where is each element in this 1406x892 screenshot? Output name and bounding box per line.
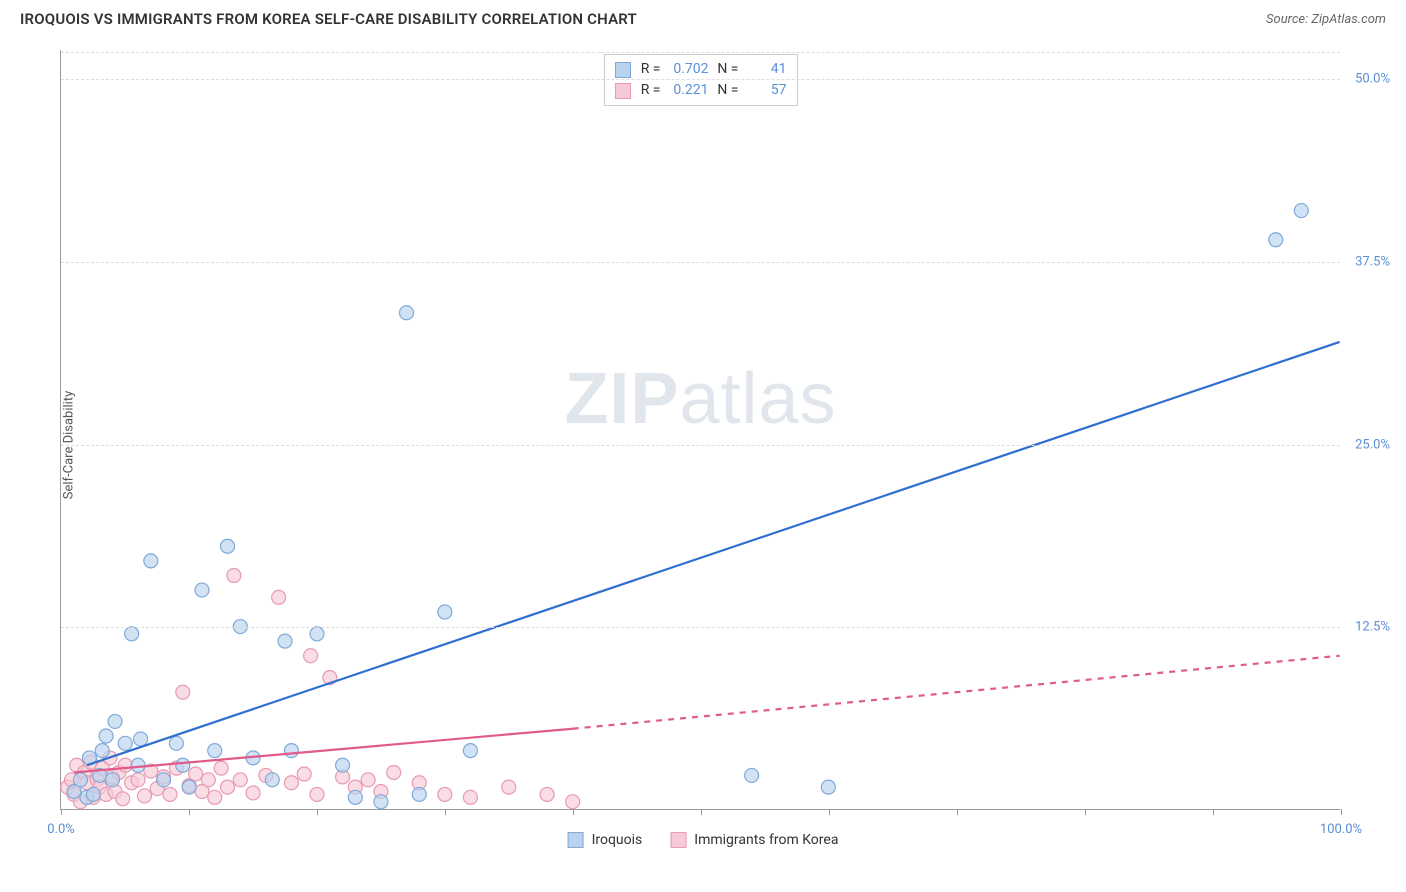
x-tick bbox=[1213, 809, 1214, 815]
series-1-name: Iroquois bbox=[592, 832, 643, 848]
scatter-point bbox=[208, 744, 222, 758]
x-tick bbox=[701, 809, 702, 815]
scatter-point bbox=[137, 789, 151, 803]
legend-item-2: Immigrants from Korea bbox=[670, 832, 838, 848]
scatter-point bbox=[1269, 233, 1283, 247]
scatter-point bbox=[233, 773, 247, 787]
scatter-point bbox=[163, 787, 177, 801]
scatter-point bbox=[284, 776, 298, 790]
x-tick bbox=[1341, 809, 1342, 815]
x-tick bbox=[317, 809, 318, 815]
scatter-point bbox=[195, 583, 209, 597]
scatter-point bbox=[131, 758, 145, 772]
scatter-point bbox=[821, 780, 835, 794]
scatter-point bbox=[108, 714, 122, 728]
scatter-point bbox=[131, 773, 145, 787]
scatter-point bbox=[99, 729, 113, 743]
trend-line bbox=[74, 729, 573, 773]
scatter-point bbox=[189, 767, 203, 781]
scatter-point bbox=[1294, 204, 1308, 218]
scatter-point bbox=[348, 790, 362, 804]
swatch-series-2-bottom bbox=[670, 832, 686, 848]
y-tick-label: 37.5% bbox=[1355, 254, 1390, 269]
x-tick-label: 0.0% bbox=[47, 822, 75, 837]
scatter-point bbox=[566, 795, 580, 809]
scatter-point bbox=[265, 773, 279, 787]
scatter-point bbox=[208, 790, 222, 804]
scatter-point bbox=[361, 773, 375, 787]
scatter-point bbox=[374, 795, 388, 809]
y-tick-label: 50.0% bbox=[1355, 72, 1390, 87]
scatter-point bbox=[387, 766, 401, 780]
scatter-point bbox=[214, 761, 228, 775]
scatter-point bbox=[272, 590, 286, 604]
scatter-point bbox=[134, 732, 148, 746]
gridline bbox=[61, 445, 1340, 446]
scatter-point bbox=[182, 780, 196, 794]
scatter-point bbox=[201, 773, 215, 787]
y-tick-label: 12.5% bbox=[1355, 620, 1390, 635]
scatter-point bbox=[463, 744, 477, 758]
x-tick bbox=[957, 809, 958, 815]
gridline bbox=[61, 52, 1340, 53]
scatter-point bbox=[304, 649, 318, 663]
chart-container: Self-Care Disability ZIPatlas R = 0.702 … bbox=[20, 40, 1386, 850]
swatch-series-1-bottom bbox=[568, 832, 584, 848]
scatter-point bbox=[297, 767, 311, 781]
scatter-point bbox=[502, 780, 516, 794]
x-tick bbox=[61, 809, 62, 815]
scatter-point bbox=[169, 736, 183, 750]
scatter-point bbox=[157, 773, 171, 787]
scatter-point bbox=[105, 773, 119, 787]
scatter-point bbox=[399, 306, 413, 320]
trend-line bbox=[87, 342, 1340, 765]
scatter-point bbox=[284, 744, 298, 758]
x-tick bbox=[829, 809, 830, 815]
scatter-point bbox=[118, 758, 132, 772]
scatter-point bbox=[310, 627, 324, 641]
scatter-point bbox=[438, 787, 452, 801]
scatter-point bbox=[86, 787, 100, 801]
x-tick bbox=[189, 809, 190, 815]
scatter-point bbox=[412, 787, 426, 801]
scatter-point bbox=[463, 790, 477, 804]
scatter-point bbox=[125, 627, 139, 641]
x-tick-label: 100.0% bbox=[1320, 822, 1362, 837]
scatter-point bbox=[116, 792, 130, 806]
scatter-point bbox=[278, 634, 292, 648]
x-tick bbox=[445, 809, 446, 815]
scatter-point bbox=[221, 780, 235, 794]
chart-title: IROQUOIS VS IMMIGRANTS FROM KOREA SELF-C… bbox=[20, 10, 637, 28]
scatter-point bbox=[118, 736, 132, 750]
scatter-point bbox=[336, 758, 350, 772]
x-tick bbox=[573, 809, 574, 815]
scatter-point bbox=[438, 605, 452, 619]
scatter-point bbox=[144, 554, 158, 568]
scatter-point bbox=[745, 768, 759, 782]
scatter-point bbox=[540, 787, 554, 801]
scatter-point bbox=[176, 758, 190, 772]
scatter-point bbox=[221, 539, 235, 553]
scatter-point bbox=[95, 744, 109, 758]
legend-item-1: Iroquois bbox=[568, 832, 643, 848]
scatter-point bbox=[227, 568, 241, 582]
y-tick-label: 25.0% bbox=[1355, 437, 1390, 452]
scatter-point bbox=[246, 786, 260, 800]
gridline bbox=[61, 627, 1340, 628]
gridline bbox=[61, 262, 1340, 263]
scatter-svg bbox=[61, 50, 1340, 809]
source-label: Source: ZipAtlas.com bbox=[1266, 12, 1386, 27]
scatter-point bbox=[310, 787, 324, 801]
series-2-name: Immigrants from Korea bbox=[694, 832, 838, 848]
scatter-point bbox=[74, 773, 88, 787]
scatter-point bbox=[176, 685, 190, 699]
gridline bbox=[61, 79, 1340, 80]
x-tick bbox=[1085, 809, 1086, 815]
trend-line bbox=[573, 656, 1340, 729]
plot-area: ZIPatlas R = 0.702 N = 41 R = 0.221 N = … bbox=[60, 50, 1340, 810]
bottom-legend: Iroquois Immigrants from Korea bbox=[568, 832, 839, 848]
